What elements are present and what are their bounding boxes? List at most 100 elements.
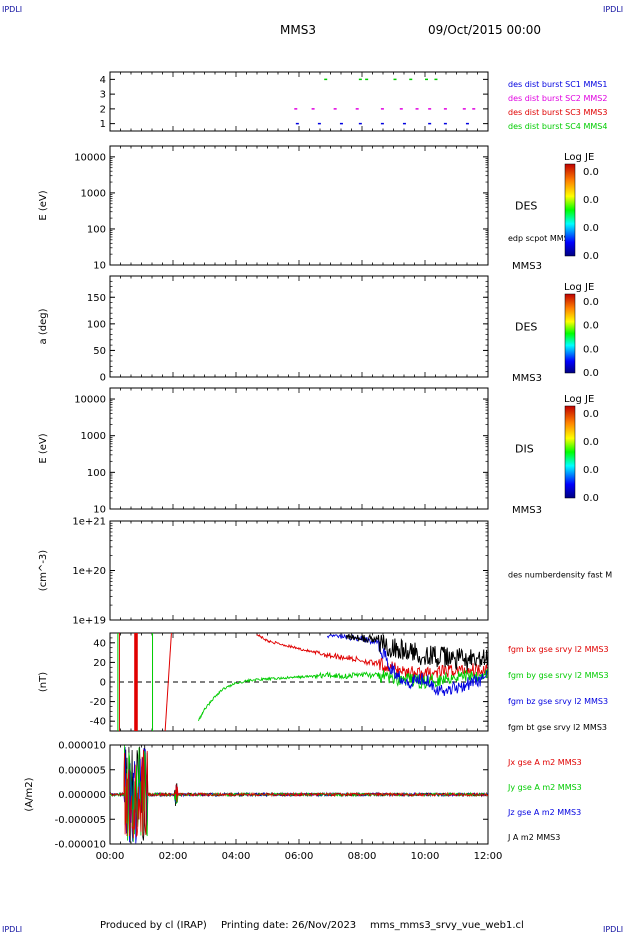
colorbar-tick-label: 0.0	[583, 167, 599, 178]
colorbar-tick-label: 0.0	[583, 409, 599, 420]
footer-produced: Produced by cl (IRAP)	[100, 920, 207, 931]
x-tick-label: 02:00	[159, 851, 188, 862]
panel-frame-0	[109, 71, 489, 132]
y-tick-label: 10	[93, 505, 106, 516]
y-tick-label: 0.000000	[58, 790, 106, 801]
x-tick-label: 10:00	[411, 851, 440, 862]
y-tick-label: 50	[93, 346, 106, 357]
burst-legend-entry: des dist burst SC3 MMS3	[508, 108, 607, 117]
fgm-series-3	[345, 633, 488, 671]
burst-legend-entry: des dist burst SC2 MMS2	[508, 94, 607, 103]
colorbar-tick-label: 0.0	[583, 195, 599, 206]
plot-date: 09/Oct/2015 00:00	[428, 23, 541, 37]
y-tick-label: 3	[100, 90, 106, 101]
fgm-spike	[164, 632, 172, 732]
colorbar-tick-label: 0.0	[583, 297, 599, 308]
current-legend-entry: J A m2 MMS3	[507, 833, 560, 842]
colorbar-scale	[564, 405, 576, 499]
colorbar-title: Log JE	[564, 152, 594, 163]
panel-frame-3	[109, 387, 489, 510]
y-tick-label: -0.000010	[55, 840, 106, 851]
instrument-label: DIS	[515, 443, 534, 456]
y-axis-label: a (deg)	[38, 308, 49, 344]
y-axis-label: (A/m2)	[24, 777, 35, 811]
corner-label-top-left: IPDLI	[2, 5, 22, 14]
y-tick-label: 1000	[81, 188, 106, 199]
x-tick-label: 06:00	[285, 851, 314, 862]
colorbar-title: Log JE	[564, 394, 594, 405]
colorbar-tick-label: 0.0	[583, 493, 599, 504]
x-tick-label: 00:00	[96, 851, 125, 862]
y-tick-label: 100	[87, 224, 106, 235]
y-tick-label: -20	[90, 697, 106, 708]
corner-label-top-right: IPDLI	[603, 5, 623, 14]
y-tick-label: 40	[93, 638, 106, 649]
spacecraft-label: MMS3	[512, 373, 542, 384]
y-axis-label: (cm^-3)	[38, 550, 49, 591]
colorbar-tick-label: 0.0	[583, 465, 599, 476]
panel-frame-2	[109, 275, 489, 378]
fgm-series-0	[256, 633, 488, 681]
current-series-1	[109, 746, 489, 844]
spacecraft-label: MMS3	[512, 261, 542, 272]
y-tick-label: 1	[100, 119, 106, 130]
y-tick-label: 0	[100, 373, 106, 384]
y-tick-label: 20	[93, 658, 106, 669]
y-tick-label: -0.000005	[55, 815, 106, 826]
footer-printing-date: Printing date: 26/Nov/2023	[221, 920, 356, 931]
fgm-legend-entry: fgm by gse srvy l2 MMS3	[508, 671, 609, 680]
y-axis-label: E (eV)	[38, 433, 49, 463]
colorbar-tick-label: 0.0	[583, 223, 599, 234]
y-tick-label: 100	[87, 319, 106, 330]
y-tick-label: 0.000005	[58, 765, 106, 776]
y-tick-label: 10000	[74, 152, 106, 163]
colorbar-title: Log JE	[564, 282, 594, 293]
y-tick-label: -40	[90, 717, 106, 728]
y-tick-label: 1e+21	[72, 517, 106, 528]
y-tick-label: 150	[87, 293, 106, 304]
colorbar-tick-label: 0.0	[583, 437, 599, 448]
fgm-legend-entry: fgm bt gse srvy l2 MMS3	[508, 723, 607, 732]
fgm-legend-entry: fgm bz gse srvy l2 MMS3	[508, 697, 608, 706]
x-tick-label: 04:00	[222, 851, 251, 862]
y-tick-label: 0.000010	[58, 741, 106, 752]
y-axis-label: E (eV)	[38, 190, 49, 220]
spacecraft-label: MMS3	[512, 505, 542, 516]
fgm-legend-entry: fgm bx gse srvy l2 MMS3	[508, 645, 609, 654]
plot-title: MMS3	[280, 23, 316, 37]
y-tick-label: 4	[100, 75, 106, 86]
colorbar-scale	[564, 293, 576, 374]
y-tick-label: 1000	[81, 431, 106, 442]
instrument-label: DES	[515, 200, 537, 213]
current-legend-entry: Jy gse A m2 MMS3	[507, 783, 582, 792]
x-tick-label: 12:00	[474, 851, 503, 862]
colorbar-tick-label: 0.0	[583, 368, 599, 379]
y-tick-label: 10	[93, 261, 106, 272]
y-axis-label: (nT)	[38, 672, 49, 692]
y-tick-label: 10000	[74, 395, 106, 406]
current-series-3	[109, 749, 489, 839]
panel-frame-4	[109, 520, 489, 621]
footer-filename: mms_mms3_srvy_vue_web1.cl	[370, 920, 524, 931]
instrument-sub-label: edp scpot MMS3	[508, 234, 574, 243]
current-legend-entry: Jx gse A m2 MMS3	[507, 758, 582, 767]
y-tick-label: 0	[100, 678, 106, 689]
burst-legend-entry: des dist burst SC4 MMS4	[508, 122, 607, 131]
density-legend-entry: des numberdensity fast M	[508, 571, 612, 580]
y-tick-label: 1e+20	[72, 566, 106, 577]
current-legend-entry: Jz gse A m2 MMS3	[507, 808, 581, 817]
y-tick-label: 100	[87, 468, 106, 479]
y-tick-label: 1e+19	[72, 616, 106, 627]
colorbar-tick-label: 0.0	[583, 344, 599, 355]
colorbar-tick-label: 0.0	[583, 251, 599, 262]
colorbar-scale	[564, 163, 576, 257]
colorbar-tick-label: 0.0	[583, 321, 599, 332]
y-tick-label: 2	[100, 104, 106, 115]
instrument-label: DES	[515, 321, 537, 334]
corner-label-bottom-right: IPDLI	[603, 925, 623, 934]
fgm-series-2	[326, 633, 488, 696]
fgm-series-1	[197, 668, 488, 722]
corner-label-bottom-left: IPDLI	[2, 925, 22, 934]
panel-frame-1	[109, 145, 489, 266]
